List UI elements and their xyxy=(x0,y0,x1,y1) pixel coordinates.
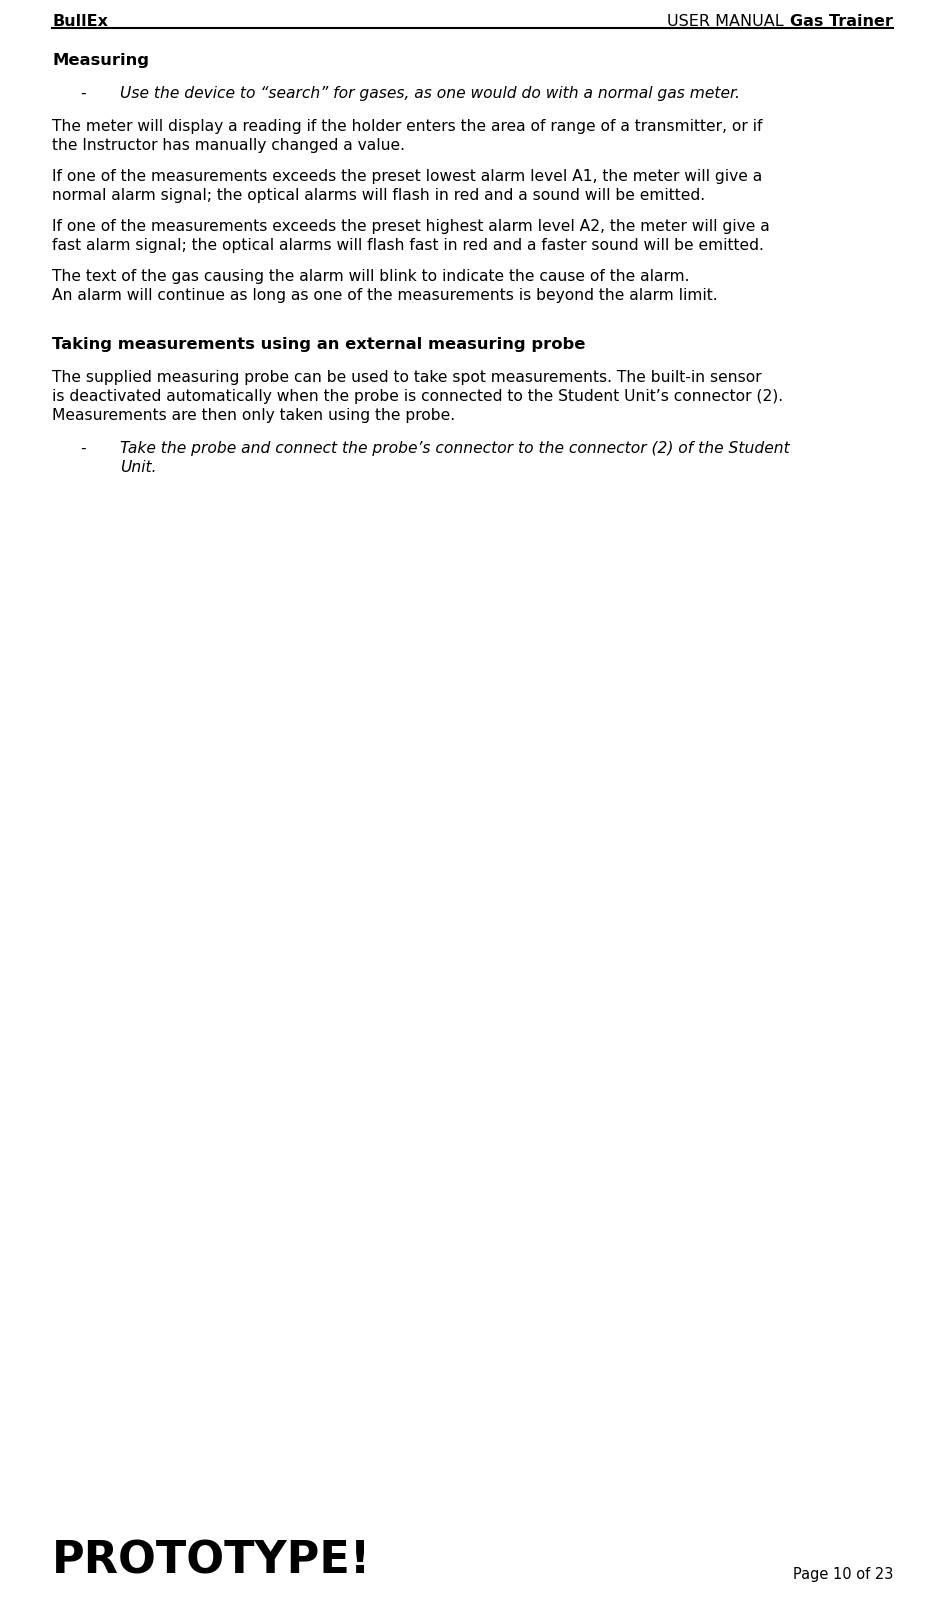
Text: -: - xyxy=(80,441,86,457)
Text: Measuring: Measuring xyxy=(52,53,149,69)
Text: Unit.: Unit. xyxy=(120,460,157,474)
Text: If one of the measurements exceeds the preset lowest alarm level A1, the meter w: If one of the measurements exceeds the p… xyxy=(52,169,762,184)
Text: normal alarm signal; the optical alarms will flash in red and a sound will be em: normal alarm signal; the optical alarms … xyxy=(52,188,704,203)
Text: BullEx: BullEx xyxy=(52,14,108,29)
Text: -: - xyxy=(80,86,86,101)
Text: Taking measurements using an external measuring probe: Taking measurements using an external me… xyxy=(52,337,584,351)
Text: The meter will display a reading if the holder enters the area of range of a tra: The meter will display a reading if the … xyxy=(52,120,762,134)
Text: Page 10 of 23: Page 10 of 23 xyxy=(792,1567,892,1583)
Text: the Instructor has manually changed a value.: the Instructor has manually changed a va… xyxy=(52,137,405,153)
Text: PROTOTYPE!: PROTOTYPE! xyxy=(52,1540,371,1583)
Text: The supplied measuring probe can be used to take spot measurements. The built-in: The supplied measuring probe can be used… xyxy=(52,371,761,385)
Text: Measurements are then only taken using the probe.: Measurements are then only taken using t… xyxy=(52,407,455,423)
Text: fast alarm signal; the optical alarms will flash fast in red and a faster sound : fast alarm signal; the optical alarms wi… xyxy=(52,238,763,252)
Text: An alarm will continue as long as one of the measurements is beyond the alarm li: An alarm will continue as long as one of… xyxy=(52,287,716,303)
Text: USER MANUAL: USER MANUAL xyxy=(666,14,788,29)
Text: is deactivated automatically when the probe is connected to the Student Unit’s c: is deactivated automatically when the pr… xyxy=(52,390,783,404)
Text: Use the device to “search” for gases, as one would do with a normal gas meter.: Use the device to “search” for gases, as… xyxy=(120,86,739,101)
Text: The text of the gas causing the alarm will blink to indicate the cause of the al: The text of the gas causing the alarm wi… xyxy=(52,268,689,284)
Text: Gas Trainer: Gas Trainer xyxy=(789,14,892,29)
Text: If one of the measurements exceeds the preset highest alarm level A2, the meter : If one of the measurements exceeds the p… xyxy=(52,219,769,235)
Text: Take the probe and connect the probe’s connector to the connector (2) of the Stu: Take the probe and connect the probe’s c… xyxy=(120,441,789,457)
